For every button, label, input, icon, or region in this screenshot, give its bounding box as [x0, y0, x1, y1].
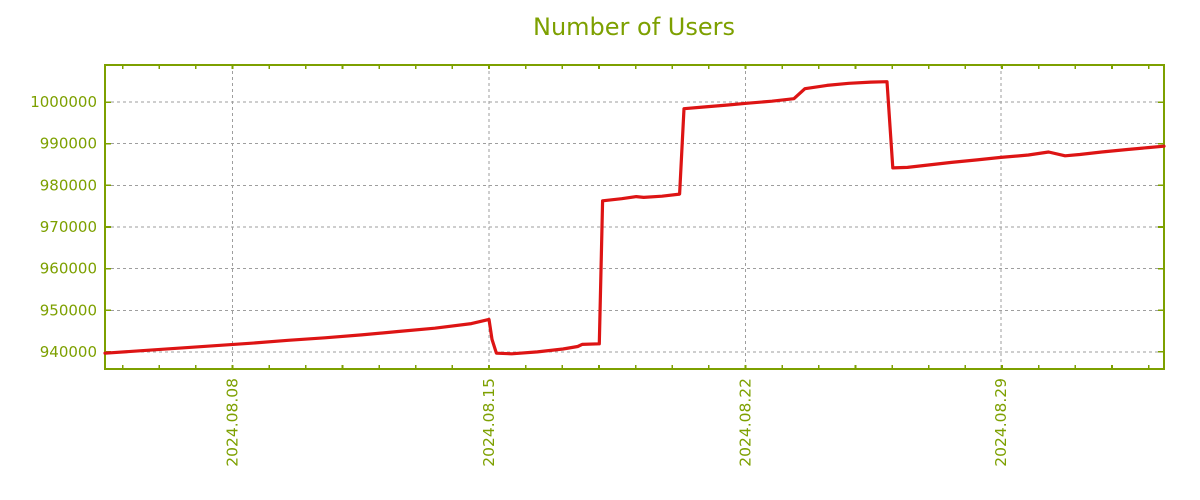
y-tick-label: 950000 [40, 301, 97, 319]
x-tick-label: 2024.08.22 [737, 378, 755, 467]
y-tick-label: 1000000 [30, 93, 97, 111]
y-tick-label: 970000 [40, 218, 97, 236]
y-tick-label: 990000 [40, 135, 97, 153]
y-tick-label: 940000 [40, 343, 97, 361]
series-line [103, 80, 1166, 356]
y-tick-label: 980000 [40, 176, 97, 194]
chart-title: Number of Users [533, 13, 735, 41]
x-tick-label: 2024.08.15 [480, 378, 498, 467]
plot-layer: 940000 950000 960000 970000 980000 990000 1000… [30, 64, 1166, 467]
y-tick-label: 960000 [40, 260, 97, 278]
plot-border [104, 64, 1165, 370]
x-tick-label: 2024.08.08 [224, 378, 242, 467]
x-tick-label: 2024.08.29 [992, 378, 1010, 467]
